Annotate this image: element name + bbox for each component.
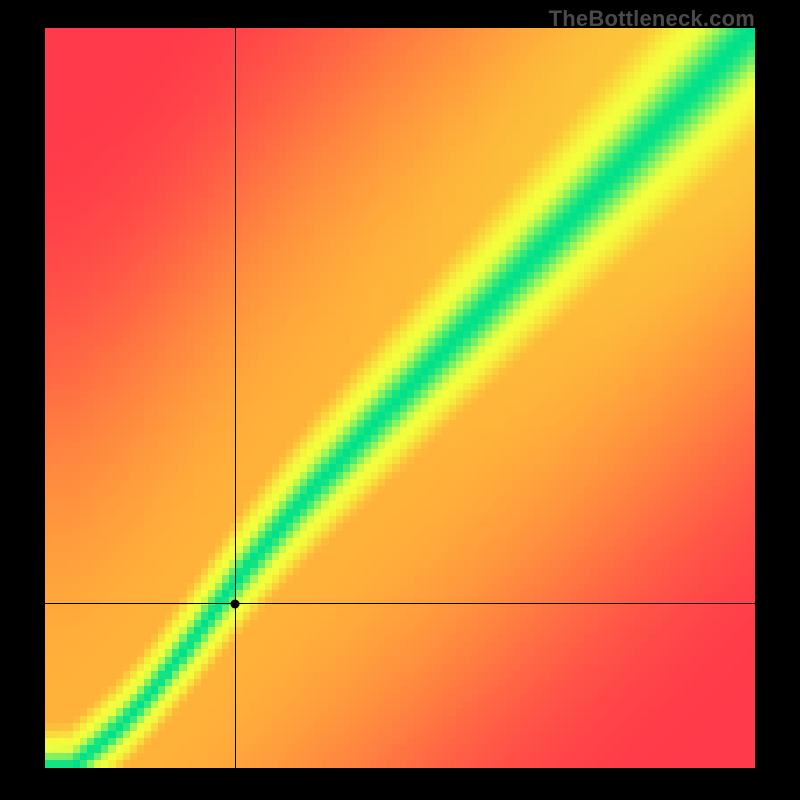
crosshair-marker [231,599,240,608]
crosshair-vertical [235,28,236,768]
plot-area [45,28,755,768]
heatmap-canvas [45,28,755,768]
chart-outer: TheBottleneck.com [0,0,800,800]
crosshair-horizontal [45,603,755,604]
watermark-label: TheBottleneck.com [549,6,755,32]
